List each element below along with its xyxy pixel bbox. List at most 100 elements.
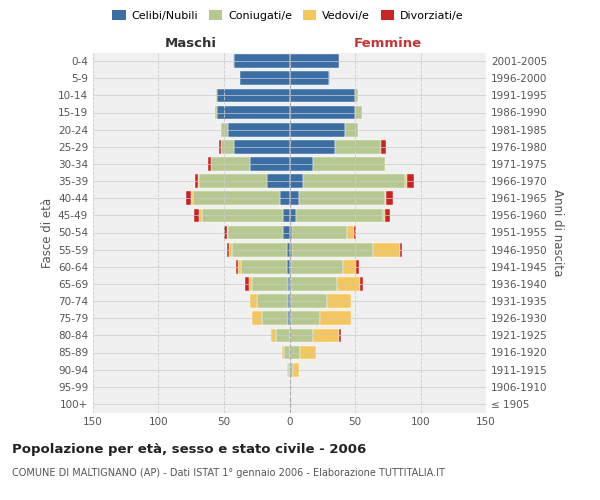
Bar [353, 226, 356, 239]
Bar [320, 312, 351, 325]
Bar [250, 157, 290, 171]
Bar [221, 123, 228, 136]
Bar [287, 363, 288, 376]
Bar [288, 294, 290, 308]
Bar [290, 312, 291, 325]
Bar [211, 157, 250, 171]
Bar [283, 226, 290, 239]
Bar [329, 72, 330, 85]
Bar [232, 243, 287, 256]
Bar [299, 192, 385, 205]
Bar [290, 346, 300, 360]
Bar [290, 123, 344, 136]
Bar [381, 140, 386, 153]
Bar [250, 294, 257, 308]
Y-axis label: Fasce di età: Fasce di età [41, 198, 54, 268]
Bar [238, 260, 241, 274]
Bar [288, 312, 290, 325]
Bar [287, 260, 290, 274]
Bar [343, 260, 356, 274]
Bar [251, 277, 288, 291]
Bar [328, 294, 351, 308]
Bar [217, 88, 290, 102]
Bar [288, 277, 290, 291]
Bar [228, 226, 283, 239]
Bar [241, 260, 287, 274]
Bar [233, 54, 235, 68]
Bar [291, 294, 328, 308]
Bar [194, 208, 199, 222]
Bar [245, 277, 249, 291]
Bar [208, 157, 211, 171]
Bar [257, 294, 288, 308]
Bar [227, 243, 229, 256]
Bar [195, 174, 198, 188]
Bar [267, 174, 290, 188]
Bar [360, 277, 363, 291]
Bar [240, 72, 290, 85]
Bar [284, 346, 290, 360]
Bar [199, 174, 267, 188]
Legend: Celibi/Nubili, Coniugati/e, Vedovi/e, Divorziati/e: Celibi/Nubili, Coniugati/e, Vedovi/e, Di… [108, 6, 468, 25]
Bar [288, 363, 290, 376]
Text: Popolazione per età, sesso e stato civile - 2006: Popolazione per età, sesso e stato civil… [12, 442, 366, 456]
Bar [290, 88, 355, 102]
Y-axis label: Anni di nascita: Anni di nascita [551, 189, 564, 276]
Bar [290, 277, 291, 291]
Bar [383, 208, 385, 222]
Bar [290, 140, 335, 153]
Text: Femmine: Femmine [353, 37, 422, 50]
Bar [293, 363, 299, 376]
Bar [292, 243, 373, 256]
Bar [290, 380, 291, 394]
Bar [302, 174, 405, 188]
Bar [296, 208, 383, 222]
Bar [290, 174, 302, 188]
Bar [283, 208, 290, 222]
Bar [385, 208, 391, 222]
Bar [290, 294, 291, 308]
Bar [186, 192, 191, 205]
Bar [405, 174, 407, 188]
Bar [198, 174, 199, 188]
Bar [291, 312, 320, 325]
Bar [339, 328, 341, 342]
Bar [407, 174, 414, 188]
Bar [290, 106, 355, 120]
Bar [202, 208, 283, 222]
Bar [228, 123, 290, 136]
Bar [217, 106, 290, 120]
Bar [236, 260, 238, 274]
Bar [224, 226, 227, 239]
Bar [280, 192, 290, 205]
Bar [313, 328, 339, 342]
Bar [290, 72, 329, 85]
Bar [300, 346, 316, 360]
Bar [249, 277, 251, 291]
Bar [290, 260, 291, 274]
Bar [277, 328, 290, 342]
Bar [191, 192, 193, 205]
Bar [344, 123, 358, 136]
Bar [400, 243, 402, 256]
Bar [221, 140, 235, 153]
Bar [355, 106, 362, 120]
Bar [215, 106, 217, 120]
Bar [290, 226, 292, 239]
Bar [291, 260, 343, 274]
Bar [292, 226, 347, 239]
Bar [290, 363, 293, 376]
Bar [373, 243, 400, 256]
Bar [199, 208, 202, 222]
Text: COMUNE DI MALTIGNANO (AP) - Dati ISTAT 1° gennaio 2006 - Elaborazione TUTTITALIA: COMUNE DI MALTIGNANO (AP) - Dati ISTAT 1… [12, 468, 445, 477]
Bar [271, 328, 277, 342]
Bar [385, 192, 386, 205]
Bar [356, 260, 359, 274]
Bar [290, 157, 313, 171]
Bar [193, 192, 280, 205]
Bar [262, 312, 288, 325]
Bar [291, 277, 337, 291]
Bar [290, 328, 313, 342]
Bar [290, 192, 299, 205]
Bar [335, 140, 381, 153]
